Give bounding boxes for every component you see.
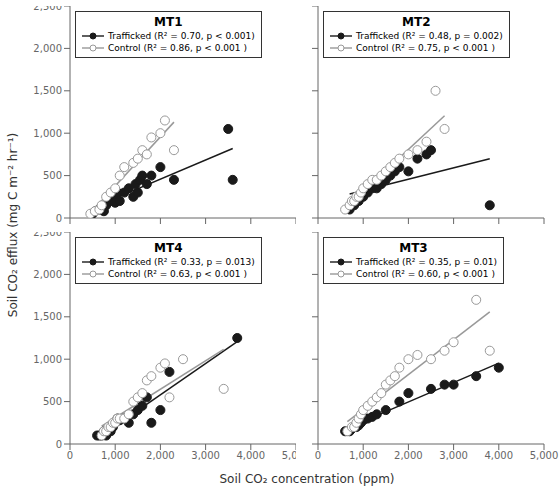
- html-text:Trafficked (R² = 0.48, p = 0.0: Trafficked (R² = 0.48, p = 0.002): [356, 31, 503, 41]
- svg-text:1,000: 1,000: [33, 128, 62, 139]
- svg-text:2,500: 2,500: [33, 6, 62, 12]
- svg-text:1,000: 1,000: [33, 354, 62, 365]
- html-text:Control (R² = 0.63, p < 0.001: Control (R² = 0.63, p < 0.001 ): [108, 269, 247, 279]
- svg-text:500: 500: [43, 396, 62, 407]
- svg-text:3,000: 3,000: [191, 450, 220, 461]
- html-text:MT1: MT1: [154, 15, 183, 29]
- svg-text:1,500: 1,500: [33, 85, 62, 96]
- html-text:Trafficked (R² = 0.70, p < 0.0: Trafficked (R² = 0.70, p < 0.001): [108, 31, 255, 41]
- svg-text:3,000: 3,000: [439, 450, 468, 461]
- html-text:Control (R² = 0.86, p < 0.001: Control (R² = 0.86, p < 0.001 ): [108, 43, 247, 53]
- html-text:Soil CO₂ concentration (ppm): Soil CO₂ concentration (ppm): [219, 472, 395, 486]
- svg-text:5,000: 5,000: [282, 450, 296, 461]
- svg-text:500: 500: [43, 170, 62, 181]
- html-text:Control (R² = 0.60, p < 0.001: Control (R² = 0.60, p < 0.001 ): [356, 269, 495, 279]
- svg-text:2,000: 2,000: [146, 450, 175, 461]
- html-text:MT2: MT2: [402, 15, 431, 29]
- svg-text:0: 0: [56, 213, 62, 224]
- svg-text:1,000: 1,000: [101, 450, 130, 461]
- html-text:MT4: MT4: [154, 241, 183, 255]
- html-text:Trafficked (R² = 0.33, p = 0.0: Trafficked (R² = 0.33, p = 0.013): [108, 257, 255, 267]
- svg-text:1,500: 1,500: [33, 311, 62, 322]
- svg-text:0: 0: [315, 450, 321, 461]
- svg-text:1,000: 1,000: [349, 450, 378, 461]
- svg-text:4,000: 4,000: [236, 450, 265, 461]
- html-text:MT3: MT3: [399, 241, 428, 255]
- svg-text:0: 0: [56, 439, 62, 450]
- svg-text:2,000: 2,000: [33, 269, 62, 280]
- html-text:Trafficked (R² = 0.35, p = 0.0: Trafficked (R² = 0.35, p = 0.01): [356, 257, 497, 267]
- svg-text:0: 0: [67, 450, 73, 461]
- svg-text:5,000: 5,000: [530, 450, 552, 461]
- svg-text:2,000: 2,000: [33, 43, 62, 54]
- svg-text:4,000: 4,000: [484, 450, 513, 461]
- html-text:Control (R² = 0.75, p < 0.001: Control (R² = 0.75, p < 0.001 ): [356, 43, 495, 53]
- svg-text:2,000: 2,000: [394, 450, 423, 461]
- html-text:Soil CO₂ efflux (mg C m⁻² hr⁻¹: Soil CO₂ efflux (mg C m⁻² hr⁻¹): [6, 132, 20, 318]
- svg-text:2,500: 2,500: [33, 232, 62, 238]
